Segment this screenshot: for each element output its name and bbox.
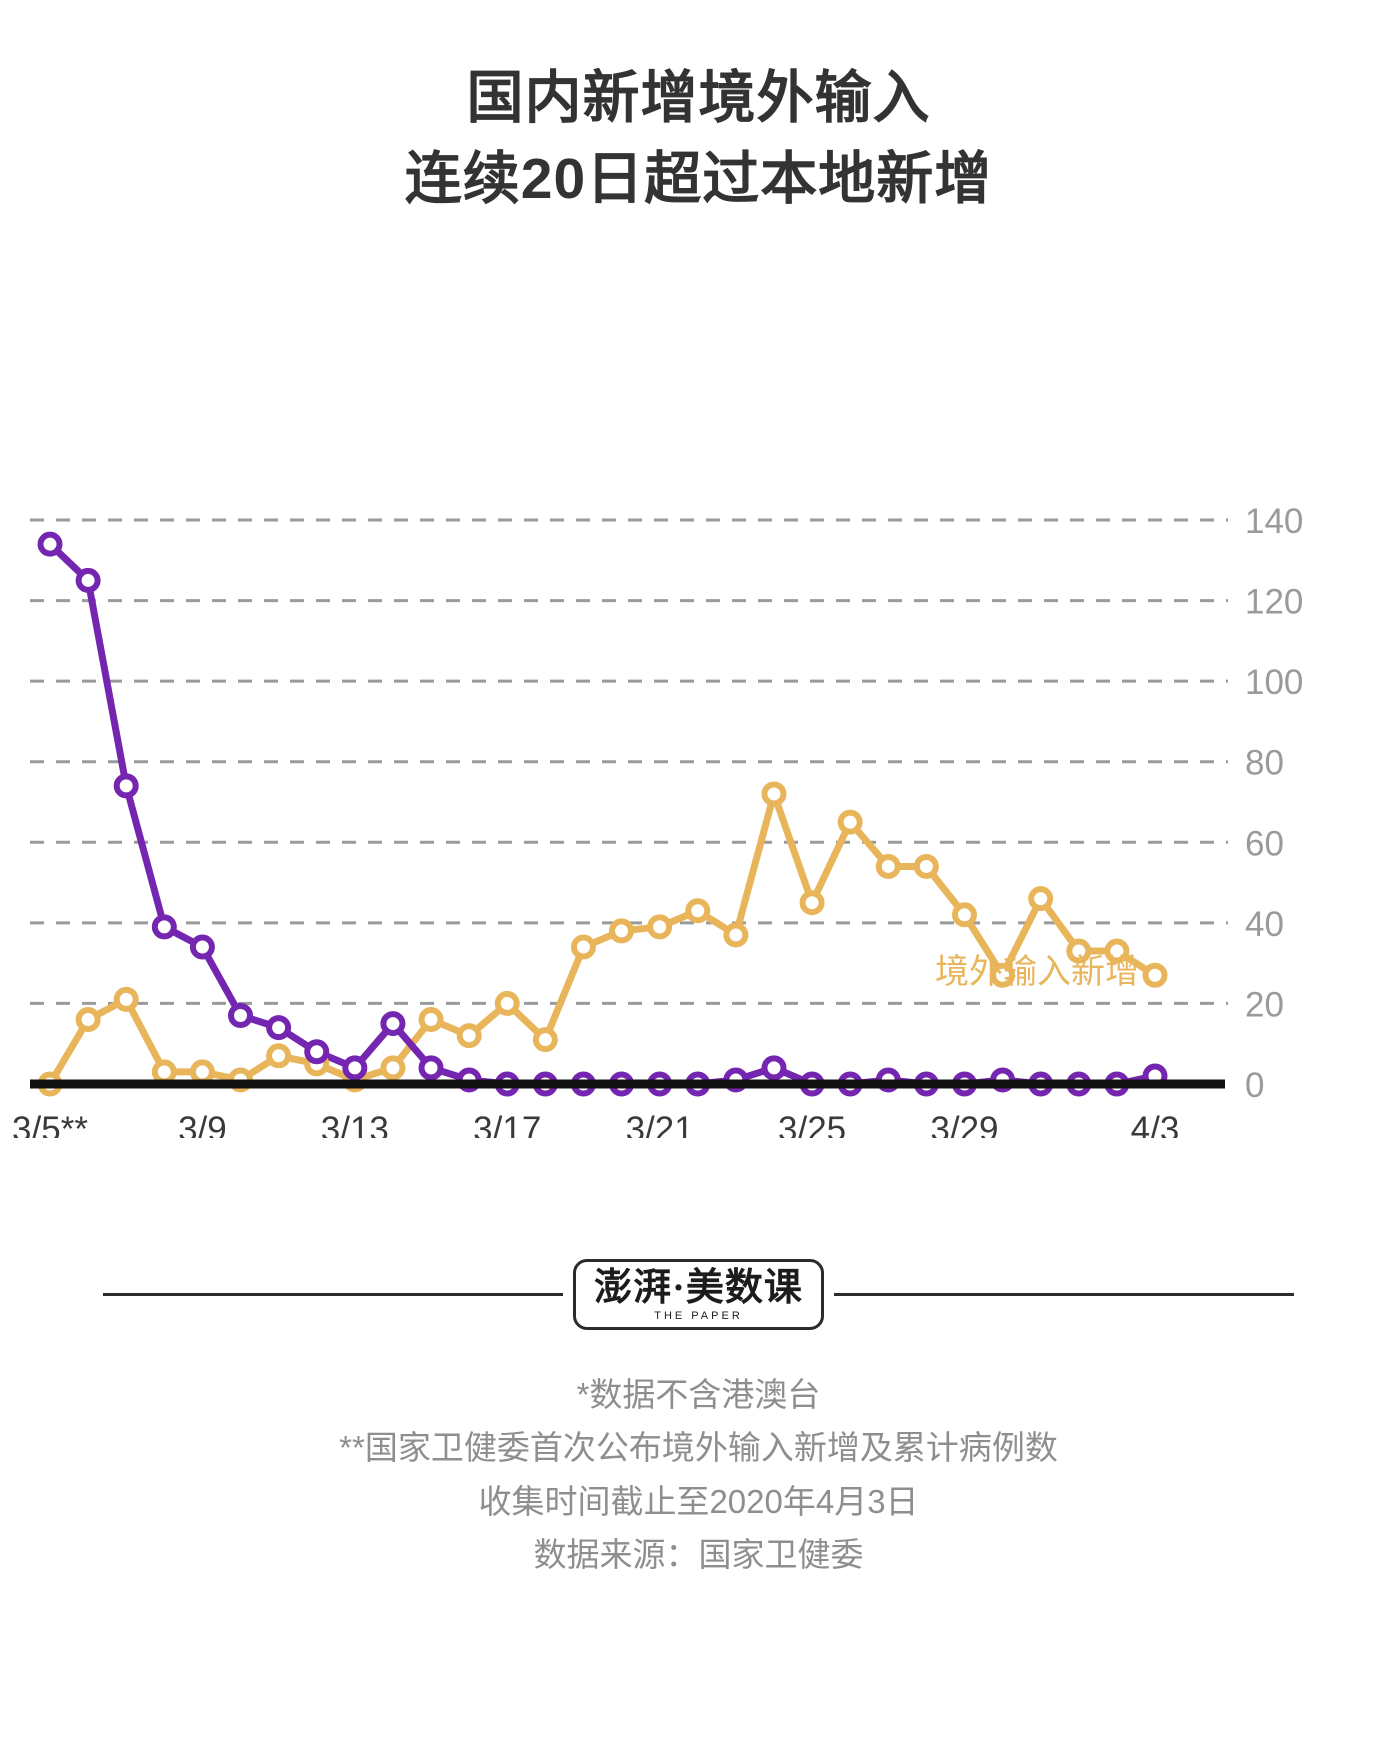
data-point <box>113 773 139 799</box>
data-point <box>609 918 635 944</box>
footnotes: *数据不含港澳台 **国家卫健委首次公布境外输入新增及累计病例数 收集时间截止至… <box>0 1368 1397 1582</box>
data-point <box>380 1010 406 1036</box>
logo-main-text: 澎湃·美数课 <box>594 1267 803 1309</box>
data-point <box>189 1059 215 1085</box>
logo-sub-text: THE PAPER <box>654 1309 743 1322</box>
x-axis-tick-labels: 3/5** 3/9 3/13 3/17 3/21 3/25 3/29 4/3 <box>12 1110 1179 1138</box>
data-point <box>1028 886 1054 912</box>
data-point <box>647 914 673 940</box>
data-point <box>342 1055 368 1081</box>
data-point <box>723 922 749 948</box>
x-tick-label: 4/3 <box>1131 1110 1180 1138</box>
y-tick-label: 80 <box>1245 744 1284 783</box>
footnote-1: *数据不含港澳台 <box>576 1375 821 1413</box>
data-point <box>837 809 863 835</box>
footnote-4: 数据来源：国家卫健委 <box>533 1536 864 1574</box>
y-axis-tick-labels: 0 20 40 60 80 100 120 140 <box>1245 502 1303 1105</box>
data-point <box>1066 938 1092 964</box>
data-point <box>799 890 825 916</box>
data-point <box>875 853 901 879</box>
y-tick-label: 0 <box>1245 1066 1264 1105</box>
data-point <box>951 902 977 928</box>
data-point <box>380 1055 406 1081</box>
y-tick-label: 140 <box>1245 502 1303 541</box>
title-line-2: 连续20日超过本地新增 <box>404 146 993 211</box>
x-tick-label: 3/21 <box>626 1110 694 1138</box>
data-point <box>151 1059 177 1085</box>
data-point <box>418 1055 444 1081</box>
data-point <box>570 934 596 960</box>
x-tick-label: 3/5** <box>12 1110 88 1138</box>
y-tick-label: 100 <box>1245 663 1303 702</box>
x-tick-label: 3/13 <box>321 1110 389 1138</box>
x-tick-label: 3/17 <box>473 1110 541 1138</box>
data-point <box>266 1014 292 1040</box>
data-point <box>75 1006 101 1032</box>
divider-right <box>833 1292 1294 1296</box>
data-point <box>418 1006 444 1032</box>
paper-logo: 澎湃·美数课 THE PAPER <box>573 1259 824 1330</box>
data-point <box>1142 962 1168 988</box>
y-tick-label: 60 <box>1245 824 1284 863</box>
legend-label-imported: 境外输入新增 <box>935 953 1139 991</box>
footnote-3: 收集时间截止至2020年4月3日 <box>478 1482 919 1520</box>
footnote-2: **国家卫健委首次公布境外输入新增及累计病例数 <box>339 1429 1058 1467</box>
y-tick-label: 20 <box>1245 985 1284 1024</box>
data-point <box>266 1043 292 1069</box>
data-point <box>990 962 1016 988</box>
series-line <box>46 790 1159 1088</box>
data-point <box>228 1002 254 1028</box>
chart-area: 0 20 40 60 80 100 120 140 3/5** 3/9 3/13 3/17 3/21 3… <box>0 238 1397 1138</box>
data-point <box>1104 938 1130 964</box>
x-tick-label: 3/25 <box>778 1110 846 1138</box>
logo-row: 澎湃·美数课 THE PAPER <box>0 1259 1397 1330</box>
data-point <box>761 1055 787 1081</box>
x-tick-label: 3/9 <box>178 1110 227 1138</box>
data-point <box>532 1027 558 1053</box>
x-tick-label: 3/29 <box>930 1110 998 1138</box>
y-tick-label: 120 <box>1245 582 1303 621</box>
data-point <box>37 531 63 557</box>
data-point <box>685 898 711 924</box>
title-line-1: 国内新增境外输入 <box>466 66 931 130</box>
series-markers <box>37 531 1168 1097</box>
y-tick-label: 40 <box>1245 905 1284 944</box>
data-point <box>189 934 215 960</box>
chart-title-block: 国内新增境外输入 连续20日超过本地新增 <box>0 0 1397 220</box>
data-point <box>761 781 787 807</box>
data-point <box>494 990 520 1016</box>
divider-left <box>103 1292 564 1296</box>
data-point <box>913 853 939 879</box>
data-point <box>456 1023 482 1049</box>
data-point <box>75 567 101 593</box>
data-point <box>113 986 139 1012</box>
data-point <box>151 914 177 940</box>
data-point <box>304 1039 330 1065</box>
chart-footer: 澎湃·美数课 THE PAPER *数据不含港澳台 **国家卫健委首次公布境外输… <box>0 1255 1397 1582</box>
